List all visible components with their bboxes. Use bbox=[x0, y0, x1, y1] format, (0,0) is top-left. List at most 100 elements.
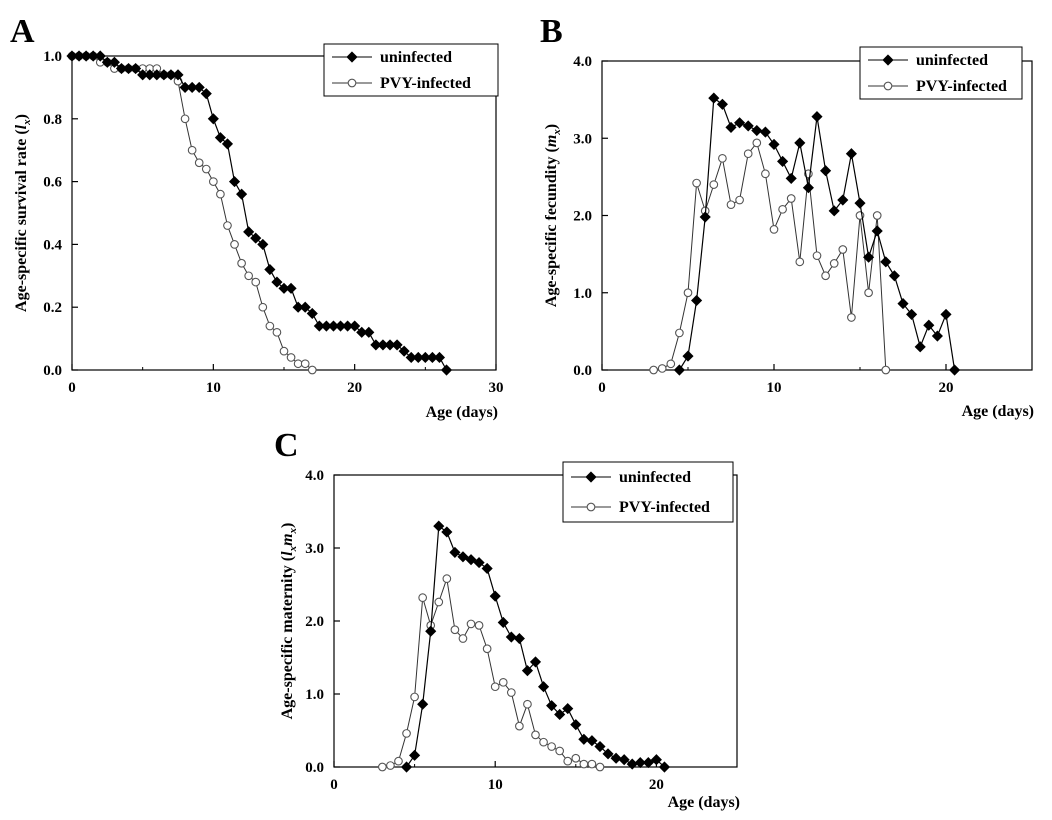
data-point bbox=[675, 328, 684, 338]
data-point bbox=[828, 205, 840, 217]
x-tick-label: 20 bbox=[347, 380, 362, 396]
legend-marker-point bbox=[585, 471, 597, 483]
data-point bbox=[257, 238, 269, 250]
data-point bbox=[718, 153, 727, 163]
data-point bbox=[172, 69, 184, 81]
data-point bbox=[725, 121, 737, 134]
y-tick-label: 1.0 bbox=[305, 687, 324, 703]
data-point bbox=[505, 631, 517, 643]
data-point bbox=[425, 625, 437, 637]
legend-label: PVY-infected bbox=[619, 499, 710, 516]
data-point bbox=[888, 270, 900, 282]
data-point bbox=[610, 752, 622, 764]
data-point bbox=[802, 182, 814, 194]
data-point bbox=[394, 756, 403, 766]
y-tick-label: 0.4 bbox=[43, 237, 62, 253]
data-point bbox=[726, 200, 736, 210]
data-point bbox=[931, 330, 943, 342]
data-point bbox=[829, 259, 839, 268]
data-point bbox=[666, 359, 676, 369]
data-point bbox=[293, 359, 303, 369]
data-point bbox=[194, 158, 204, 168]
data-point bbox=[602, 748, 614, 760]
data-point bbox=[838, 245, 848, 254]
data-point bbox=[258, 302, 268, 312]
data-point bbox=[657, 364, 667, 373]
data-point bbox=[555, 746, 565, 756]
data-point bbox=[735, 195, 744, 205]
data-point bbox=[497, 616, 509, 629]
data-point bbox=[108, 56, 120, 68]
data-point bbox=[434, 597, 444, 607]
legend-marker-point bbox=[346, 51, 358, 63]
data-point bbox=[794, 137, 806, 149]
x-tick-label: 0 bbox=[598, 380, 606, 396]
data-point bbox=[571, 753, 581, 763]
series-uninfected bbox=[673, 92, 961, 376]
data-point bbox=[237, 258, 246, 268]
y-tick-label: 4.0 bbox=[573, 54, 592, 70]
y-tick-label: 2.0 bbox=[305, 614, 324, 630]
data-point bbox=[742, 120, 754, 132]
x-tick-label: 10 bbox=[488, 777, 503, 793]
plot-frame bbox=[601, 60, 1033, 371]
data-point bbox=[363, 326, 375, 338]
legend: uninfected PVY-infected bbox=[562, 461, 734, 523]
panel-letter: C bbox=[274, 427, 299, 464]
data-point bbox=[193, 81, 205, 93]
data-point bbox=[402, 729, 411, 738]
series-pvy-infected bbox=[378, 574, 605, 772]
data-point bbox=[228, 176, 241, 188]
legend: uninfected PVY-infected bbox=[323, 43, 499, 97]
data-point bbox=[271, 276, 283, 288]
data-point bbox=[378, 762, 387, 772]
data-point bbox=[410, 692, 419, 702]
y-axis-label: Age-specific maternity (lxmx) bbox=[279, 523, 299, 720]
data-point bbox=[208, 177, 218, 186]
data-point bbox=[481, 562, 493, 575]
chart-panel-b: B 0 10 20 0.0 1.0 2.0 3.0 4.0 Age (days) Age-speci… bbox=[540, 13, 1034, 420]
panel-letter: B bbox=[540, 13, 563, 50]
data-point bbox=[743, 149, 753, 159]
data-point bbox=[699, 211, 711, 223]
data-point bbox=[634, 757, 646, 769]
data-point bbox=[709, 180, 719, 189]
data-point bbox=[442, 574, 452, 584]
data-point bbox=[307, 365, 317, 375]
series-pvy-infected bbox=[649, 138, 891, 375]
y-tick-label: 1.0 bbox=[573, 286, 592, 302]
legend-marker-point bbox=[882, 54, 894, 66]
data-point bbox=[940, 308, 952, 320]
data-point bbox=[400, 761, 413, 773]
data-point bbox=[579, 759, 589, 769]
data-point bbox=[244, 271, 254, 281]
chart-panel-c: C 0 10 20 0.0 1.0 2.0 3.0 4.0 Age (days) Age-speci… bbox=[274, 427, 740, 811]
data-point bbox=[897, 297, 909, 310]
data-point bbox=[457, 551, 469, 563]
series-uninfected bbox=[400, 520, 671, 773]
legend-label: uninfected bbox=[619, 469, 691, 486]
data-point bbox=[216, 189, 225, 199]
data-point bbox=[529, 656, 542, 668]
data-point bbox=[642, 757, 654, 769]
data-point bbox=[489, 590, 501, 602]
data-point bbox=[386, 761, 395, 770]
data-point bbox=[285, 282, 297, 294]
data-point bbox=[521, 665, 534, 677]
data-point bbox=[563, 756, 573, 766]
data-point bbox=[785, 172, 797, 184]
x-tick-label: 10 bbox=[767, 380, 782, 396]
x-axis-label: Age (days) bbox=[668, 794, 740, 811]
data-point bbox=[236, 188, 248, 200]
data-point bbox=[734, 117, 746, 129]
data-point bbox=[130, 62, 142, 75]
legend-marker-point bbox=[586, 502, 596, 512]
data-point bbox=[761, 169, 770, 179]
legend-label: PVY-infected bbox=[380, 75, 471, 92]
data-point bbox=[692, 178, 701, 188]
x-tick-label: 30 bbox=[489, 380, 504, 396]
data-point bbox=[594, 740, 606, 753]
series-line bbox=[72, 55, 448, 371]
data-point bbox=[441, 526, 453, 538]
data-point bbox=[914, 341, 926, 353]
